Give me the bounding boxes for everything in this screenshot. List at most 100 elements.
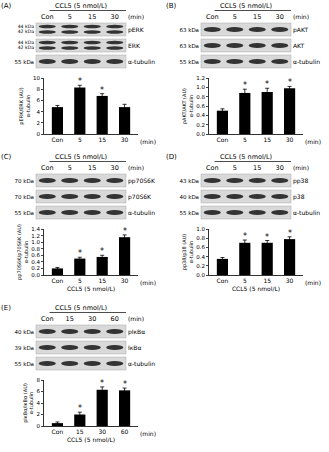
svg-text:10: 10: [33, 75, 40, 81]
svg-text:55 kDa: 55 kDa: [179, 59, 199, 65]
svg-text:CCL5 (5 nmol/L): CCL5 (5 nmol/L): [220, 153, 272, 161]
svg-text:0.8: 0.8: [31, 246, 40, 252]
svg-text:40 kDa: 40 kDa: [179, 194, 199, 200]
svg-text:Con: Con: [41, 164, 54, 172]
svg-text:15: 15: [263, 277, 271, 284]
svg-text:*: *: [100, 379, 104, 388]
svg-text:CCL5 (5 nmol/L): CCL5 (5 nmol/L): [220, 2, 272, 10]
svg-text:0.8: 0.8: [196, 235, 205, 241]
svg-text:5: 5: [233, 13, 237, 21]
svg-text:Con: Con: [41, 315, 54, 323]
svg-text:30: 30: [286, 136, 294, 143]
svg-text:*: *: [288, 78, 292, 87]
svg-text:*: *: [265, 80, 269, 89]
svg-text:pAKT/AKT (AU)α-tubulin: pAKT/AKT (AU)α-tubulin: [181, 88, 194, 124]
svg-text:0.2: 0.2: [196, 122, 205, 128]
svg-text:(C): (C): [1, 153, 12, 161]
svg-text:0.0: 0.0: [31, 272, 40, 278]
svg-text:0.6: 0.6: [196, 103, 205, 109]
svg-text:55 kDa: 55 kDa: [179, 210, 199, 216]
svg-text:pIκBα: pIκBα: [128, 328, 145, 336]
svg-text:5: 5: [243, 277, 247, 284]
svg-text:p70S6K: p70S6K: [128, 193, 152, 201]
svg-text:pERK: pERK: [128, 26, 145, 34]
svg-text:(A): (A): [1, 2, 12, 10]
svg-text:55 kDa: 55 kDa: [14, 361, 34, 367]
svg-text:CCL5 (5 nmol/L): CCL5 (5 nmol/L): [55, 304, 107, 312]
svg-text:Con: Con: [52, 136, 64, 143]
svg-text:(min): (min): [305, 279, 321, 286]
svg-text:Con: Con: [41, 13, 54, 21]
svg-text:8: 8: [37, 377, 41, 383]
svg-text:40 kDa: 40 kDa: [14, 329, 34, 335]
svg-text:15: 15: [253, 164, 261, 172]
svg-text:(D): (D): [166, 153, 177, 161]
svg-text:5: 5: [78, 136, 82, 143]
svg-text:63 kDa: 63 kDa: [179, 43, 199, 49]
svg-text:*: *: [123, 380, 127, 389]
svg-text:α-tubulin: α-tubulin: [128, 209, 155, 216]
svg-text:44 kDa: 44 kDa: [18, 24, 35, 29]
svg-text:p38: p38: [293, 193, 305, 201]
svg-text:(min): (min): [140, 279, 156, 286]
svg-text:(min): (min): [140, 430, 156, 437]
svg-text:(min): (min): [128, 164, 144, 171]
svg-text:0.2: 0.2: [31, 265, 40, 271]
svg-text:0.4: 0.4: [31, 259, 40, 265]
svg-text:α-tubulin: α-tubulin: [293, 209, 320, 216]
svg-text:0.8: 0.8: [196, 94, 205, 100]
svg-text:0.6: 0.6: [31, 252, 40, 258]
svg-text:*: *: [78, 249, 82, 258]
svg-text:*: *: [123, 227, 127, 236]
svg-text:30: 30: [111, 164, 119, 172]
svg-text:pp70S6K/p70S6K (AU)α-tubulin: pp70S6K/p70S6K (AU)α-tubulin: [16, 224, 29, 280]
svg-text:0: 0: [37, 131, 41, 137]
svg-text:15: 15: [88, 164, 96, 172]
svg-text:15: 15: [66, 315, 74, 323]
svg-text:pERK/ERK (AU)α-tubulin: pERK/ERK (AU)α-tubulin: [18, 87, 31, 124]
svg-text:42 kDa: 42 kDa: [18, 45, 35, 50]
svg-text:30: 30: [121, 136, 129, 143]
svg-text:*: *: [100, 86, 104, 95]
svg-text:AKT: AKT: [293, 42, 305, 49]
svg-text:1.0: 1.0: [196, 226, 205, 232]
svg-text:1.0: 1.0: [31, 239, 40, 245]
svg-text:(min): (min): [293, 13, 309, 20]
svg-text:α-tubulin: α-tubulin: [128, 360, 155, 367]
svg-text:43 kDa: 43 kDa: [179, 178, 199, 184]
svg-text:30: 30: [111, 13, 119, 21]
svg-text:55 kDa: 55 kDa: [14, 59, 34, 65]
svg-text:30: 30: [276, 13, 284, 21]
svg-text:(E): (E): [1, 304, 11, 312]
svg-text:4: 4: [37, 400, 41, 406]
svg-text:IκBα: IκBα: [128, 344, 141, 351]
svg-text:42 kDa: 42 kDa: [18, 29, 35, 34]
svg-text:15: 15: [76, 428, 84, 435]
svg-text:30: 30: [286, 277, 294, 284]
svg-text:0.6: 0.6: [196, 244, 205, 250]
svg-text:(min): (min): [128, 315, 144, 322]
svg-text:15: 15: [253, 13, 261, 21]
svg-text:60: 60: [111, 315, 119, 323]
svg-text:70 kDa: 70 kDa: [14, 194, 34, 200]
svg-text:*: *: [265, 233, 269, 242]
svg-text:5: 5: [243, 136, 247, 143]
svg-text:5: 5: [68, 164, 72, 172]
svg-text:α-tubulin: α-tubulin: [128, 58, 155, 65]
svg-text:39 kDa: 39 kDa: [14, 345, 34, 351]
svg-text:CCL5 (5 nmol/L): CCL5 (5 nmol/L): [67, 436, 115, 443]
svg-text:(min): (min): [293, 164, 309, 171]
svg-text:5: 5: [78, 277, 82, 284]
svg-text:1.2: 1.2: [196, 75, 205, 81]
svg-text:0: 0: [37, 423, 41, 429]
svg-text:Con: Con: [52, 428, 64, 435]
svg-text:44 kDa: 44 kDa: [18, 40, 35, 45]
svg-text:15: 15: [98, 136, 106, 143]
svg-text:(min): (min): [140, 138, 156, 145]
svg-text:0.4: 0.4: [196, 254, 205, 260]
svg-text:30: 30: [276, 164, 284, 172]
svg-text:2: 2: [37, 120, 41, 126]
svg-text:(min): (min): [128, 13, 144, 20]
svg-text:2: 2: [37, 411, 41, 417]
svg-text:pp38/p38 (AU)α-tubulin: pp38/p38 (AU)α-tubulin: [181, 234, 194, 271]
